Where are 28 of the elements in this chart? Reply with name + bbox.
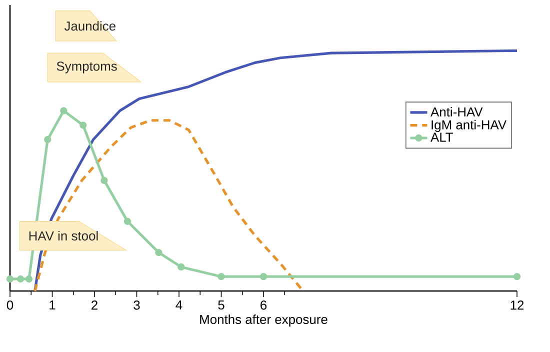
point (124, 218, 132, 225)
x-tick-label: 0 (6, 300, 14, 310)
x-tick-label: 4 (176, 300, 182, 310)
point (44, 136, 52, 144)
x-tick-label: 5 (218, 300, 224, 310)
point (6, 275, 14, 283)
legend-label: ALT (430, 132, 453, 142)
point (60, 107, 68, 114)
point (80, 122, 87, 129)
point (218, 272, 225, 280)
annotation: HAV in stool (29, 230, 98, 240)
x-tick-label: 6 (260, 300, 267, 310)
point (178, 263, 185, 271)
point (100, 176, 108, 184)
x-tick-label: 12 (510, 300, 524, 310)
text: Jaundice (64, 21, 116, 31)
annotation: Symptoms (56, 62, 117, 74)
point (25, 275, 33, 283)
legend-label: IgM anti-HAV (432, 120, 506, 132)
point (513, 272, 521, 280)
x-axis-title: Months after exposure (200, 314, 328, 327)
point (260, 272, 268, 280)
x-tick-label: 2 (92, 300, 98, 310)
point (155, 248, 162, 256)
x-tick-label: 3 (134, 300, 140, 310)
legend-label: Anti-HAV (430, 107, 483, 117)
point (16, 275, 24, 283)
x-tick-label: 1 (50, 300, 56, 310)
